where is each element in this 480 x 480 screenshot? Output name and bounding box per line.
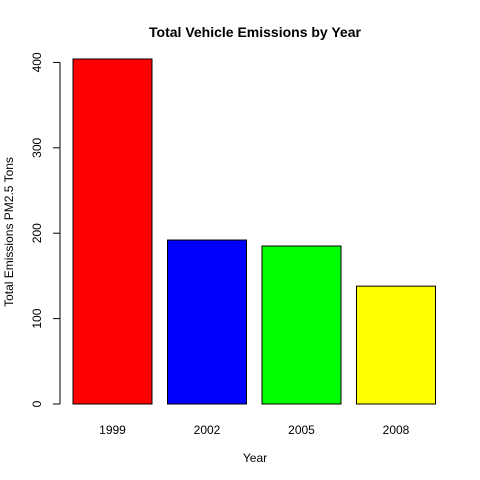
x-tick-label: 2008 bbox=[383, 423, 410, 437]
bar-1999 bbox=[73, 59, 152, 404]
y-axis: 0 100 200 300 400 bbox=[30, 52, 60, 407]
x-axis-label: Year bbox=[243, 451, 267, 465]
bar-2008 bbox=[357, 286, 436, 404]
x-tick-labels: 1999 2002 2005 2008 bbox=[99, 423, 410, 437]
y-axis-label: Total Emissions PM2.5 Tons bbox=[2, 157, 16, 307]
y-tick-label: 300 bbox=[30, 137, 44, 157]
y-tick-label: 100 bbox=[30, 308, 44, 328]
bars-group bbox=[73, 59, 436, 404]
x-tick-label: 1999 bbox=[99, 423, 126, 437]
y-tick-label: 400 bbox=[30, 52, 44, 72]
bar-2002 bbox=[168, 240, 247, 404]
chart-title: Total Vehicle Emissions by Year bbox=[149, 24, 361, 40]
y-tick-label: 0 bbox=[30, 400, 44, 407]
x-tick-label: 2005 bbox=[288, 423, 315, 437]
bar-2005 bbox=[262, 246, 341, 404]
x-tick-label: 2002 bbox=[194, 423, 221, 437]
y-tick-label: 200 bbox=[30, 223, 44, 243]
